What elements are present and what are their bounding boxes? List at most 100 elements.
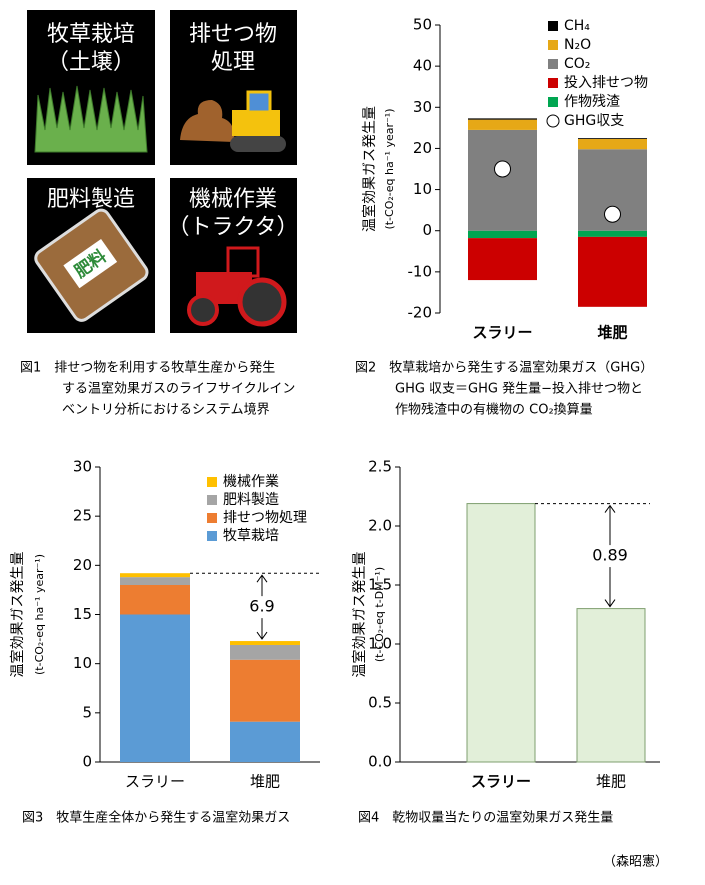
legend-swatch bbox=[207, 513, 217, 523]
tile-label: 肥料製造 bbox=[47, 187, 135, 212]
author: （森昭憲） bbox=[603, 854, 668, 870]
bar bbox=[576, 608, 646, 763]
y-tick-label: 10 bbox=[413, 180, 432, 198]
bar bbox=[120, 614, 190, 762]
legend-label: CO₂ bbox=[564, 56, 590, 72]
legend-label: CH₄ bbox=[564, 18, 590, 34]
x-tick-label: スラリー bbox=[472, 324, 532, 342]
y-tick-label: 20 bbox=[413, 139, 432, 157]
legend-swatch bbox=[548, 97, 558, 107]
balance-point bbox=[604, 205, 621, 223]
y-tick-label: 1.0 bbox=[368, 635, 392, 653]
legend-swatch bbox=[546, 114, 560, 128]
legend-label: N₂O bbox=[564, 37, 591, 53]
legend-label: GHG収支 bbox=[564, 113, 624, 129]
caption: 図2 牧草栽培から発生する温室効果ガス（GHG） bbox=[355, 360, 653, 376]
bar bbox=[468, 129, 537, 231]
legend-swatch bbox=[548, 40, 558, 50]
bulldozer-cab bbox=[246, 90, 272, 114]
bar bbox=[230, 641, 300, 645]
legend-swatch bbox=[207, 477, 217, 487]
grass-illustration bbox=[34, 85, 148, 153]
bar bbox=[578, 138, 647, 139]
legend-swatch bbox=[207, 495, 217, 505]
y-axis-label: (t-CO₂-eq t-DM⁻¹) bbox=[373, 567, 386, 662]
bag-illustration: 肥料 bbox=[34, 208, 149, 322]
legend-label: 投入排せつ物 bbox=[564, 75, 648, 91]
legend-swatch bbox=[548, 59, 558, 69]
bar bbox=[466, 503, 536, 763]
y-tick-label: 0 bbox=[82, 753, 92, 771]
y-tick-label: 0.0 bbox=[368, 753, 392, 771]
arrow-head bbox=[256, 631, 268, 640]
y-tick-label: 5 bbox=[82, 703, 92, 721]
caption: 図1 排せつ物を利用する牧草生産から発生 bbox=[20, 360, 275, 376]
bar bbox=[578, 138, 647, 150]
x-tick-label: 堆肥 bbox=[596, 773, 626, 791]
bar bbox=[230, 659, 300, 722]
x-tick-label: 堆肥 bbox=[250, 773, 280, 791]
y-tick-label: 2.0 bbox=[368, 517, 392, 535]
bar bbox=[120, 573, 190, 578]
tile-label: 機械作業 bbox=[189, 187, 277, 212]
y-tick-label: 30 bbox=[73, 458, 92, 476]
tile-label: 排せつ物 bbox=[189, 22, 277, 47]
balance-point bbox=[494, 160, 511, 178]
y-tick-label: 40 bbox=[413, 57, 432, 75]
caption: GHG 収支＝GHG 発生量−投入排せつ物と bbox=[395, 381, 643, 397]
caption: する温室効果ガスのライフサイクルイン bbox=[62, 381, 295, 397]
caption: ベントリ分析におけるシステム境界 bbox=[62, 403, 270, 418]
y-tick-label: 0.5 bbox=[368, 694, 392, 712]
y-tick-label: -20 bbox=[408, 304, 433, 322]
bar bbox=[468, 230, 537, 239]
x-tick-label: スラリー bbox=[125, 773, 185, 791]
bar bbox=[120, 585, 190, 615]
tile-label: 処理 bbox=[211, 50, 255, 75]
annotation-bg bbox=[590, 545, 630, 568]
x-tick-label: スラリー bbox=[471, 773, 531, 791]
legend-swatch bbox=[548, 21, 558, 31]
tile-label: （トラクタ） bbox=[167, 215, 298, 240]
legend-label: 機械作業 bbox=[223, 474, 279, 490]
bar bbox=[468, 118, 537, 120]
caption: 図4 乾物収量当たりの温室効果ガス発生量 bbox=[358, 810, 613, 826]
tractor-wheel bbox=[187, 294, 219, 326]
y-tick-label: 50 bbox=[413, 16, 432, 34]
legend-label: 排せつ物処理 bbox=[223, 510, 307, 526]
bar bbox=[230, 721, 300, 762]
y-axis-label: 温室効果ガス発生量 bbox=[9, 552, 26, 678]
bag-label bbox=[63, 238, 118, 289]
manure-illustration bbox=[180, 100, 235, 142]
y-tick-label: 0 bbox=[422, 221, 432, 239]
arrow-head bbox=[604, 599, 616, 608]
caption: 作物残渣中の有機物の CO₂換算量 bbox=[395, 403, 593, 418]
y-tick-label: 15 bbox=[73, 605, 92, 623]
bar bbox=[468, 119, 537, 130]
bar bbox=[120, 577, 190, 585]
tile-label: 牧草栽培 bbox=[47, 22, 135, 47]
y-axis-label: (t-CO₂-eq ha⁻¹ year⁻¹) bbox=[33, 554, 46, 675]
legend-swatch bbox=[207, 531, 217, 541]
bar bbox=[230, 644, 300, 660]
legend-label: 作物残渣 bbox=[564, 94, 620, 110]
y-tick-label: 30 bbox=[413, 98, 432, 116]
y-tick-label: -10 bbox=[408, 262, 433, 280]
legend-label: 牧草栽培 bbox=[223, 528, 279, 544]
bulldozer-track bbox=[230, 136, 286, 152]
bar bbox=[578, 236, 647, 307]
y-tick-label: 25 bbox=[73, 507, 92, 525]
y-tick-label: 20 bbox=[73, 556, 92, 574]
x-tick-label: 堆肥 bbox=[597, 324, 627, 342]
arrow-head bbox=[256, 574, 268, 583]
legend-label: 肥料製造 bbox=[223, 492, 279, 508]
y-tick-label: 10 bbox=[73, 654, 92, 672]
annotation-bg bbox=[242, 596, 282, 619]
bulldozer-illustration bbox=[232, 110, 280, 136]
tractor-cab bbox=[226, 246, 260, 278]
y-axis-label: (t-CO₂-eq ha⁻¹ year⁻¹) bbox=[383, 108, 396, 229]
annotation: 0.89 bbox=[592, 546, 628, 565]
y-tick-label: 1.5 bbox=[368, 576, 392, 594]
